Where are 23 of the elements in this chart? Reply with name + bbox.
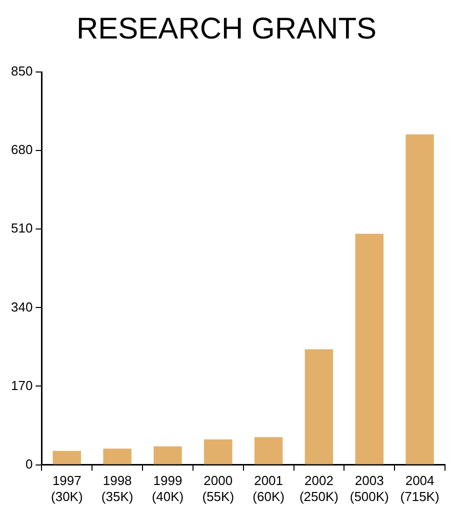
- x-tick-label: 2001 (60K): [252, 473, 284, 504]
- x-tick-label: 2000 (55K): [202, 473, 234, 504]
- bar: [254, 437, 283, 464]
- y-tick-label: 850: [10, 64, 33, 79]
- x-tick-label: 1997 (30K): [51, 473, 83, 504]
- y-tick-label: 0: [25, 456, 33, 472]
- bar: [406, 134, 434, 464]
- x-tick-label: 2002 (250K): [299, 473, 338, 504]
- x-tick-label: 1999 (40K): [152, 473, 184, 504]
- bar: [204, 439, 232, 464]
- x-tick-label: 2004 (715K): [400, 473, 440, 504]
- bar: [304, 349, 334, 464]
- bar: [355, 234, 384, 464]
- y-tick-label: 340: [10, 299, 33, 314]
- bar: [154, 446, 182, 464]
- y-tick-label: 680: [10, 142, 33, 158]
- chart-title: RESEARCH GRANTS: [76, 12, 377, 46]
- y-tick-label: 510: [10, 220, 33, 236]
- x-tick-label: 2003 (500K): [350, 473, 389, 504]
- bar: [52, 450, 82, 464]
- x-tick-label: 1998 (35K): [101, 473, 134, 504]
- bar: [103, 448, 132, 464]
- y-tick-label: 170: [10, 378, 33, 393]
